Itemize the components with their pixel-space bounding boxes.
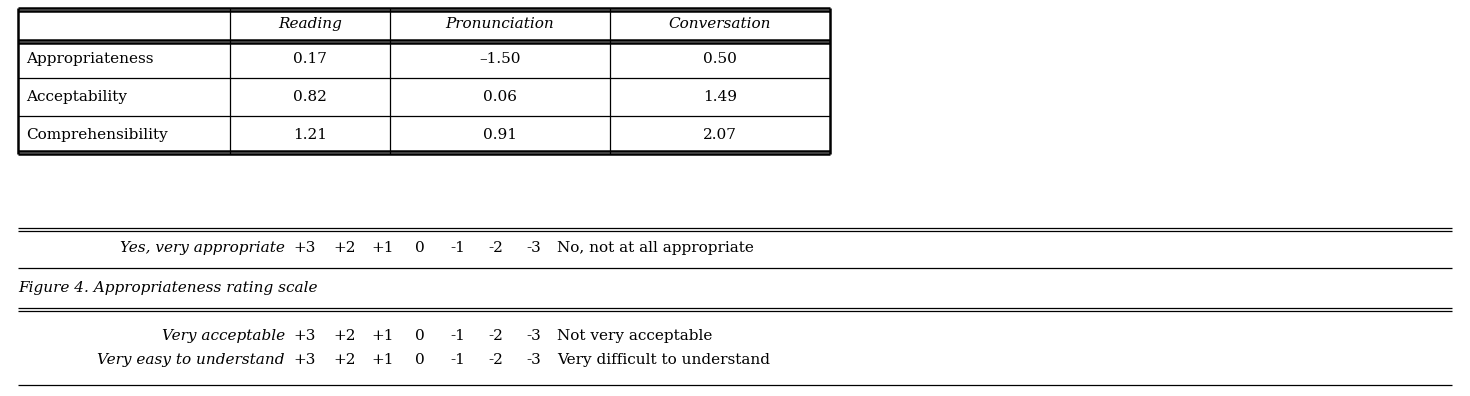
Text: 0.91: 0.91 [484,128,517,142]
Text: Acceptability: Acceptability [26,90,126,104]
Text: -1: -1 [451,329,466,343]
Text: +3: +3 [294,241,316,255]
Text: Pronunciation: Pronunciation [445,17,554,31]
Text: -3: -3 [526,353,541,367]
Text: -2: -2 [488,241,503,255]
Text: –1.50: –1.50 [479,52,520,66]
Text: Not very acceptable: Not very acceptable [557,329,713,343]
Text: -2: -2 [488,353,503,367]
Text: Very difficult to understand: Very difficult to understand [557,353,770,367]
Text: -3: -3 [526,329,541,343]
Text: No, not at all appropriate: No, not at all appropriate [557,241,754,255]
Text: 0: 0 [415,353,425,367]
Text: Figure 4. Appropriateness rating scale: Figure 4. Appropriateness rating scale [18,281,318,295]
Text: +2: +2 [334,329,356,343]
Text: 2.07: 2.07 [703,128,736,142]
Text: +2: +2 [334,241,356,255]
Text: Very acceptable: Very acceptable [162,329,285,343]
Text: Yes, very appropriate: Yes, very appropriate [121,241,285,255]
Text: 0.17: 0.17 [293,52,326,66]
Text: 0: 0 [415,241,425,255]
Text: +1: +1 [372,353,394,367]
Text: 1.21: 1.21 [293,128,326,142]
Text: -2: -2 [488,329,503,343]
Text: +1: +1 [372,329,394,343]
Text: +3: +3 [294,329,316,343]
Text: +1: +1 [372,241,394,255]
Text: Comprehensibility: Comprehensibility [26,128,168,142]
Text: -1: -1 [451,241,466,255]
Text: 0.06: 0.06 [484,90,517,104]
Text: Appropriateness: Appropriateness [26,52,153,66]
Text: +2: +2 [334,353,356,367]
Text: 1.49: 1.49 [703,90,736,104]
Text: Very easy to understand: Very easy to understand [97,353,285,367]
Text: Reading: Reading [278,17,343,31]
Text: -3: -3 [526,241,541,255]
Text: -1: -1 [451,353,466,367]
Text: 0: 0 [415,329,425,343]
Text: 0.50: 0.50 [703,52,736,66]
Text: Conversation: Conversation [669,17,772,31]
Text: +3: +3 [294,353,316,367]
Text: 0.82: 0.82 [293,90,326,104]
